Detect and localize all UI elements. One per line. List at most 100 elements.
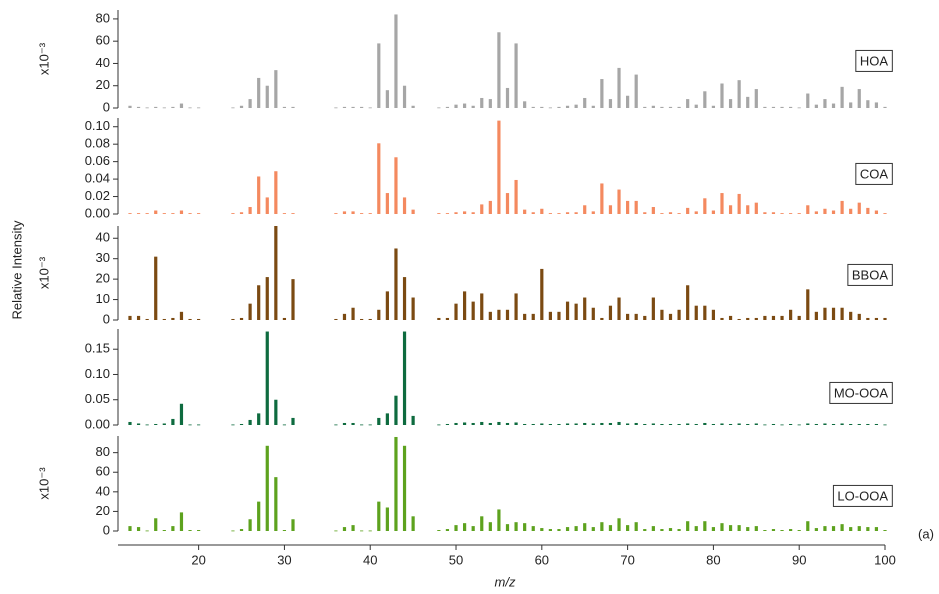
bar	[377, 501, 381, 531]
y-tick-label: 0.02	[85, 188, 110, 203]
bar	[728, 525, 733, 531]
bar	[600, 183, 604, 214]
bar	[840, 524, 844, 531]
bar	[565, 301, 570, 320]
bar	[720, 317, 724, 320]
bar	[746, 527, 750, 531]
bar	[454, 303, 458, 320]
bar	[257, 413, 261, 425]
bar	[780, 315, 784, 320]
bar	[866, 317, 870, 320]
bar	[831, 423, 836, 425]
bar	[248, 207, 252, 214]
bar	[368, 107, 372, 109]
bar	[548, 213, 552, 214]
bar	[162, 530, 166, 531]
bar	[694, 423, 698, 425]
bar	[248, 99, 252, 108]
bar	[608, 525, 613, 531]
bar	[351, 211, 355, 214]
y-tick-label: 0.00	[85, 416, 110, 431]
bar	[145, 424, 149, 426]
bar	[265, 277, 269, 320]
bar	[342, 313, 347, 320]
bar	[720, 193, 724, 214]
bar	[746, 317, 750, 320]
bar	[471, 526, 475, 531]
y-tick-label: 0.08	[85, 136, 110, 151]
bar	[849, 311, 853, 320]
bar	[265, 445, 269, 531]
bar	[746, 205, 750, 214]
x-tick-label: 30	[277, 552, 291, 567]
series-label-box	[847, 263, 893, 286]
bar	[703, 521, 707, 531]
series-label: BBOA	[852, 267, 888, 282]
bar	[179, 403, 184, 425]
bar	[874, 527, 879, 531]
bar	[583, 422, 587, 425]
bar	[505, 422, 510, 425]
bar	[823, 99, 827, 108]
bar	[703, 305, 707, 320]
bar	[351, 106, 355, 108]
bar	[360, 424, 364, 426]
bar	[668, 423, 673, 425]
bar	[257, 77, 261, 108]
bar	[866, 207, 870, 214]
bar	[626, 95, 630, 108]
bar	[849, 527, 853, 531]
bar	[179, 210, 184, 214]
bar	[548, 107, 552, 109]
bar	[574, 526, 578, 531]
bar	[531, 423, 535, 425]
bar	[789, 213, 793, 214]
bar	[600, 422, 604, 425]
bar	[162, 107, 166, 109]
bar	[437, 424, 441, 426]
bar	[342, 106, 347, 108]
y-tick-label: 40	[96, 55, 110, 70]
bar	[720, 523, 724, 531]
bar	[763, 530, 767, 531]
bar	[651, 423, 655, 425]
bar	[694, 305, 698, 320]
bar	[857, 89, 861, 108]
bar	[462, 211, 467, 214]
bar	[608, 422, 613, 425]
bar	[883, 213, 887, 214]
bar	[197, 530, 201, 531]
bar	[617, 67, 621, 108]
bar	[780, 424, 784, 426]
bar	[660, 309, 664, 320]
bar	[557, 311, 561, 320]
bar	[136, 213, 141, 214]
bar	[128, 105, 132, 108]
bar	[480, 97, 484, 108]
bar	[462, 291, 467, 320]
bar	[437, 107, 441, 109]
bar	[883, 424, 887, 426]
bar	[626, 525, 630, 531]
y-tick-label: 20	[96, 503, 110, 518]
bar	[857, 202, 861, 214]
x-tick-label: 20	[191, 552, 205, 567]
bar	[171, 106, 175, 108]
y-tick-label: 0.00	[85, 205, 110, 220]
bar	[565, 527, 570, 531]
bar	[626, 423, 630, 425]
bar	[411, 297, 415, 320]
bar	[591, 211, 595, 214]
bar	[814, 528, 818, 531]
bar	[703, 198, 707, 214]
bar	[402, 85, 407, 108]
bar	[523, 209, 527, 214]
bar	[377, 143, 381, 214]
bar	[188, 530, 192, 531]
bar	[634, 422, 638, 425]
bar	[445, 213, 450, 214]
series-label: LO-OOA	[837, 488, 888, 503]
bar	[394, 14, 398, 109]
bar	[162, 213, 166, 214]
bar	[351, 422, 355, 425]
